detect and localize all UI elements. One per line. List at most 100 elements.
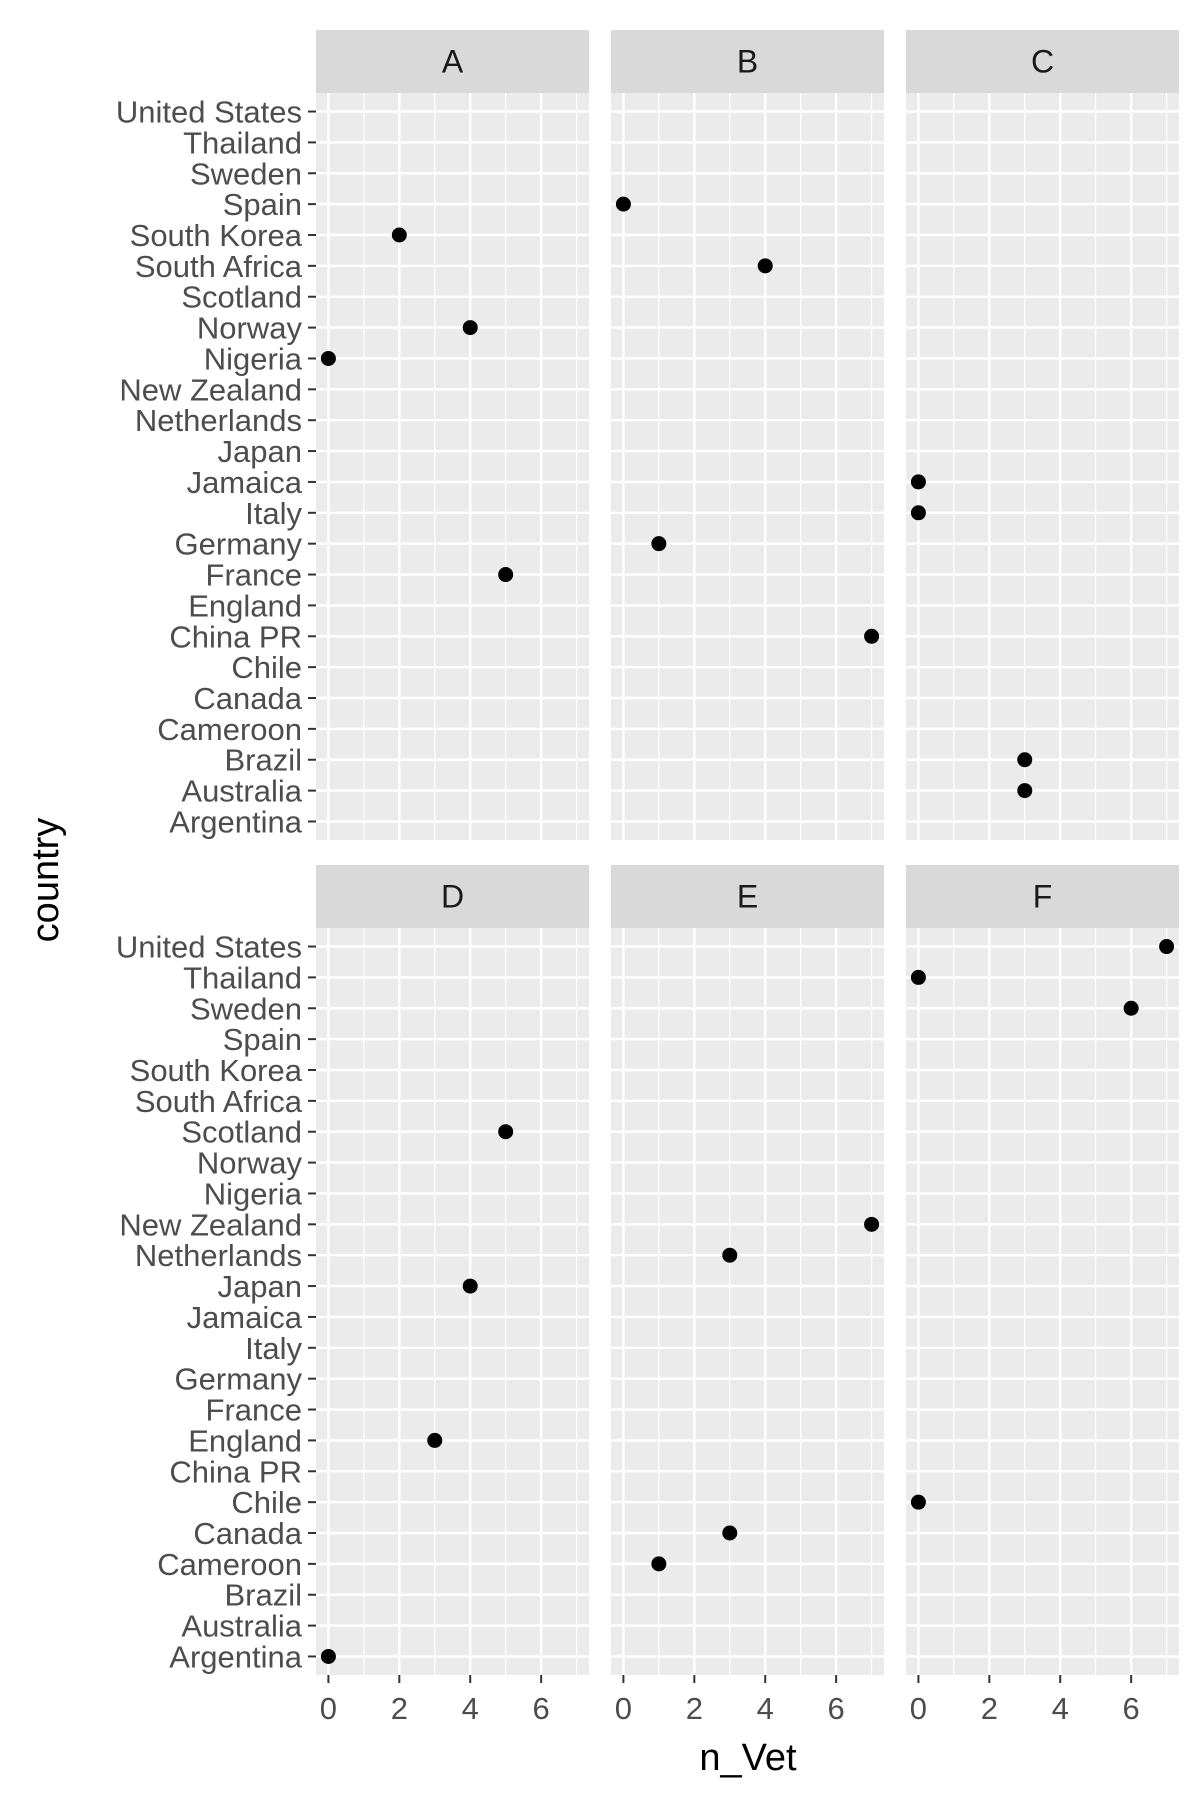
y-tick-label: Germany [175,1362,303,1397]
y-tick-label: New Zealand [119,1207,302,1242]
x-tick-label: 4 [1052,1691,1069,1726]
data-point [1017,752,1033,768]
facet-strip-label: C [1031,44,1054,80]
y-tick-label: England [188,588,302,623]
panel-background [611,93,884,840]
y-axis-title: country [25,818,67,943]
facet-strip [611,30,884,93]
y-tick-label: Scotland [181,1115,302,1150]
y-tick-label: Netherlands [135,1238,302,1273]
data-point [462,1278,478,1294]
facet-strip [906,865,1179,928]
data-point [910,505,926,521]
data-point [722,1525,738,1541]
data-point [651,536,667,552]
y-tick-label: Jamaica [187,465,303,500]
y-tick-label: Jamaica [187,1300,303,1335]
y-tick-label: Nigeria [204,1176,303,1211]
data-point [910,474,926,490]
y-tick-label: Sweden [190,156,302,191]
data-point [462,320,478,336]
data-point [498,567,514,583]
y-tick-label: South Korea [130,1053,303,1088]
x-axis-title: n_Vet [699,1737,797,1779]
facet-panel-e: E 0 2 4 6 [611,865,884,1726]
y-tick-label: Spain [223,187,302,222]
facet-strip [316,30,589,93]
y-tick-label: Sweden [190,991,302,1026]
x-tick-label: 6 [1123,1691,1140,1726]
data-point [427,1432,443,1448]
x-tick-label: 2 [391,1691,408,1726]
panel-background [316,93,589,840]
y-tick-label: Italy [245,1331,302,1366]
facet-panel-a: AArgentinaAustraliaBrazilCameroonCanadaC… [116,30,589,840]
panel-background [316,928,589,1675]
facet-panel-c: C [906,30,1179,840]
x-tick-label: 0 [910,1691,927,1726]
y-tick-label: Japan [218,434,302,469]
panel-background [906,928,1179,1675]
data-point [498,1124,514,1140]
y-tick-label: Chile [231,1485,302,1520]
y-tick-label: Australia [181,1609,302,1644]
y-tick-label: Nigeria [204,341,303,376]
x-tick-label: 0 [320,1691,337,1726]
y-tick-label: Scotland [181,280,302,315]
x-tick-label: 4 [757,1691,774,1726]
y-tick-label: Norway [197,1146,303,1181]
y-tick-label: Argentina [169,1639,302,1674]
facet-strip-label: E [737,879,758,915]
facet-strip-label: D [441,879,464,915]
y-tick-label: Cameroon [157,712,302,747]
x-tick-label: 0 [615,1691,632,1726]
data-point [615,196,631,212]
data-point [651,1556,667,1572]
facet-strip [906,30,1179,93]
data-point [864,628,880,644]
y-tick-label: South Africa [135,249,303,284]
data-point [1017,783,1033,799]
y-tick-label: United States [116,95,302,130]
y-tick-label: Chile [231,650,302,685]
y-tick-label: England [188,1423,302,1458]
y-tick-label: France [206,1393,302,1428]
y-tick-label: Brazil [224,743,302,778]
y-tick-label: China PR [169,619,302,654]
y-tick-label: Japan [218,1269,302,1304]
y-tick-label: China PR [169,1454,302,1489]
x-tick-label: 6 [533,1691,550,1726]
facet-strip [316,865,589,928]
panel-background [906,93,1179,840]
facet-strip-label: A [442,44,464,80]
facet-panel-d: DArgentinaAustraliaBrazilCameroonCanadaC… [116,865,589,1726]
y-tick-label: Argentina [169,804,302,839]
y-tick-label: Germany [175,527,303,562]
y-tick-label: France [206,558,302,593]
panel-background [611,928,884,1675]
y-tick-label: South Korea [130,218,303,253]
data-point [1123,1000,1139,1016]
y-tick-label: Thailand [183,960,302,995]
x-tick-label: 2 [981,1691,998,1726]
y-tick-label: Netherlands [135,403,302,438]
data-point [910,1494,926,1510]
facet-strip-label: B [737,44,758,80]
y-tick-label: New Zealand [119,372,302,407]
x-tick-label: 4 [462,1691,479,1726]
y-tick-label: Italy [245,496,302,531]
y-tick-label: Canada [193,681,302,716]
facet-strip-label: F [1033,879,1053,915]
data-point [320,350,336,366]
data-point [1159,939,1175,955]
y-tick-label: Cameroon [157,1547,302,1582]
facet-panel-f: F 0 2 4 6 [906,865,1179,1726]
x-tick-label: 2 [686,1691,703,1726]
y-tick-label: Norway [197,311,303,346]
y-tick-label: Canada [193,1516,302,1551]
data-point [910,969,926,985]
y-tick-label: Thailand [183,125,302,160]
y-tick-label: South Africa [135,1084,303,1119]
y-tick-label: Spain [223,1022,302,1057]
